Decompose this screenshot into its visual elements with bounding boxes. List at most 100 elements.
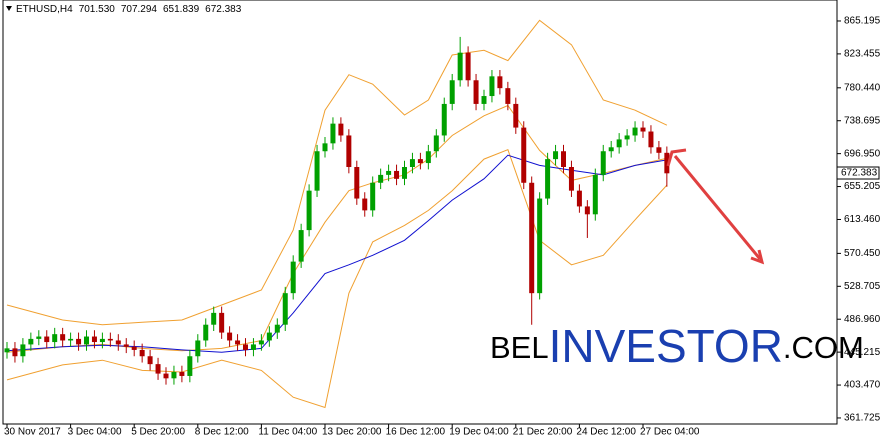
- y-tick-label: 780.440: [844, 82, 881, 93]
- candle-body: [235, 340, 241, 345]
- candle-body: [513, 103, 519, 128]
- last-price-label: 672.383: [841, 168, 878, 179]
- candle-body: [489, 76, 495, 97]
- candle-body: [115, 340, 121, 345]
- symbol: ETHUSD,H4: [16, 4, 73, 15]
- candle-body: [656, 147, 662, 153]
- x-tick-label: 8 Dec 12:00: [195, 427, 249, 438]
- candle-body: [545, 159, 551, 199]
- candle-body: [664, 152, 670, 174]
- y-tick-label: 486.960: [844, 314, 881, 325]
- indicator-line: [6, 149, 668, 409]
- ohlc-value: 701.530: [79, 4, 116, 15]
- ohlc-value: 651.839: [163, 4, 200, 15]
- candle-body: [187, 356, 193, 376]
- y-tick-label: 738.695: [844, 115, 881, 126]
- candle-body: [28, 338, 34, 345]
- candle-body: [123, 344, 129, 347]
- x-tick-label: 21 Dec 20:00: [513, 427, 573, 438]
- candle-body: [12, 348, 18, 357]
- x-tick-label: 27 Dec 04:00: [640, 427, 700, 438]
- candle-body: [433, 135, 439, 152]
- candle-body: [20, 344, 26, 357]
- candle-body: [616, 139, 622, 148]
- candle-body: [99, 338, 105, 343]
- candle-body: [338, 123, 344, 136]
- y-tick-label: 865.195: [844, 16, 881, 27]
- y-tick-label: 403.470: [844, 380, 881, 391]
- candle-body: [402, 167, 407, 179]
- candle-body: [537, 198, 543, 294]
- candle-body: [521, 127, 527, 183]
- candle-body: [60, 334, 66, 341]
- y-tick-label: 361.725: [844, 413, 881, 424]
- candle-body: [584, 206, 590, 215]
- candle-body: [84, 336, 89, 345]
- arrow-shaft: [673, 155, 762, 260]
- x-tick-label: 13 Dec 20:00: [322, 427, 382, 438]
- candle-body: [107, 338, 113, 341]
- candle-body: [553, 151, 559, 160]
- candle-body: [497, 76, 503, 89]
- x-tick-label: 5 Dec 20:00: [131, 427, 185, 438]
- y-tick-label: 655.205: [844, 181, 881, 192]
- candle-body: [139, 349, 145, 357]
- candle-body: [465, 52, 471, 81]
- candle-body: [91, 336, 97, 343]
- candle-body: [354, 167, 360, 199]
- candle-body: [306, 190, 312, 231]
- symbol-marker: [6, 6, 12, 11]
- y-tick-label: 570.450: [844, 248, 881, 259]
- candle-body: [171, 372, 177, 379]
- candle-body: [330, 123, 336, 144]
- candle-body: [227, 332, 233, 341]
- candle-body: [346, 135, 352, 168]
- candle-body: [417, 159, 423, 164]
- indicator-line: [6, 154, 667, 353]
- candle-body: [441, 103, 447, 136]
- candle-body: [568, 167, 574, 191]
- x-tick-label: 3 Dec 04:00: [68, 427, 122, 438]
- candle-body: [298, 230, 304, 262]
- candle-body: [44, 336, 50, 343]
- candle-body: [640, 127, 646, 132]
- candle-body: [274, 324, 280, 333]
- candle-body: [624, 135, 630, 140]
- candle-body: [457, 52, 463, 81]
- candle-body: [386, 170, 392, 175]
- candle-body: [314, 151, 320, 191]
- candle-body: [4, 348, 10, 353]
- y-tick-label: 696.950: [844, 148, 881, 159]
- candle-layer: [4, 36, 670, 385]
- candle-body: [203, 324, 209, 341]
- y-tick-label: 528.705: [844, 281, 881, 292]
- x-tick-label: 19 Dec 04:00: [449, 427, 509, 438]
- candle-body: [195, 340, 201, 357]
- candle-body: [290, 261, 296, 294]
- indicator-line: [6, 19, 668, 326]
- x-tick-label: 16 Dec 12:00: [386, 427, 446, 438]
- candle-body: [243, 344, 248, 350]
- candle-body: [409, 159, 415, 168]
- candle-body: [322, 143, 328, 152]
- last-price-box: [836, 166, 880, 180]
- forecast-arrow: [666, 148, 765, 265]
- candle-body: [52, 334, 58, 343]
- candle-body: [68, 338, 74, 341]
- candle-body: [449, 80, 455, 104]
- candle-body: [529, 182, 535, 294]
- candle-body: [481, 96, 487, 104]
- candle-body: [36, 336, 42, 339]
- candle-body: [163, 373, 169, 379]
- y-tick-label: 613.460: [844, 214, 881, 225]
- arrow-head: [750, 249, 765, 265]
- candle-body: [608, 147, 614, 152]
- candle-body: [179, 372, 185, 376]
- candle-body: [76, 338, 82, 345]
- candle-body: [394, 170, 400, 179]
- ohlc-value: 707.294: [121, 4, 158, 15]
- candle-body: [250, 344, 256, 350]
- candle-body: [561, 151, 566, 168]
